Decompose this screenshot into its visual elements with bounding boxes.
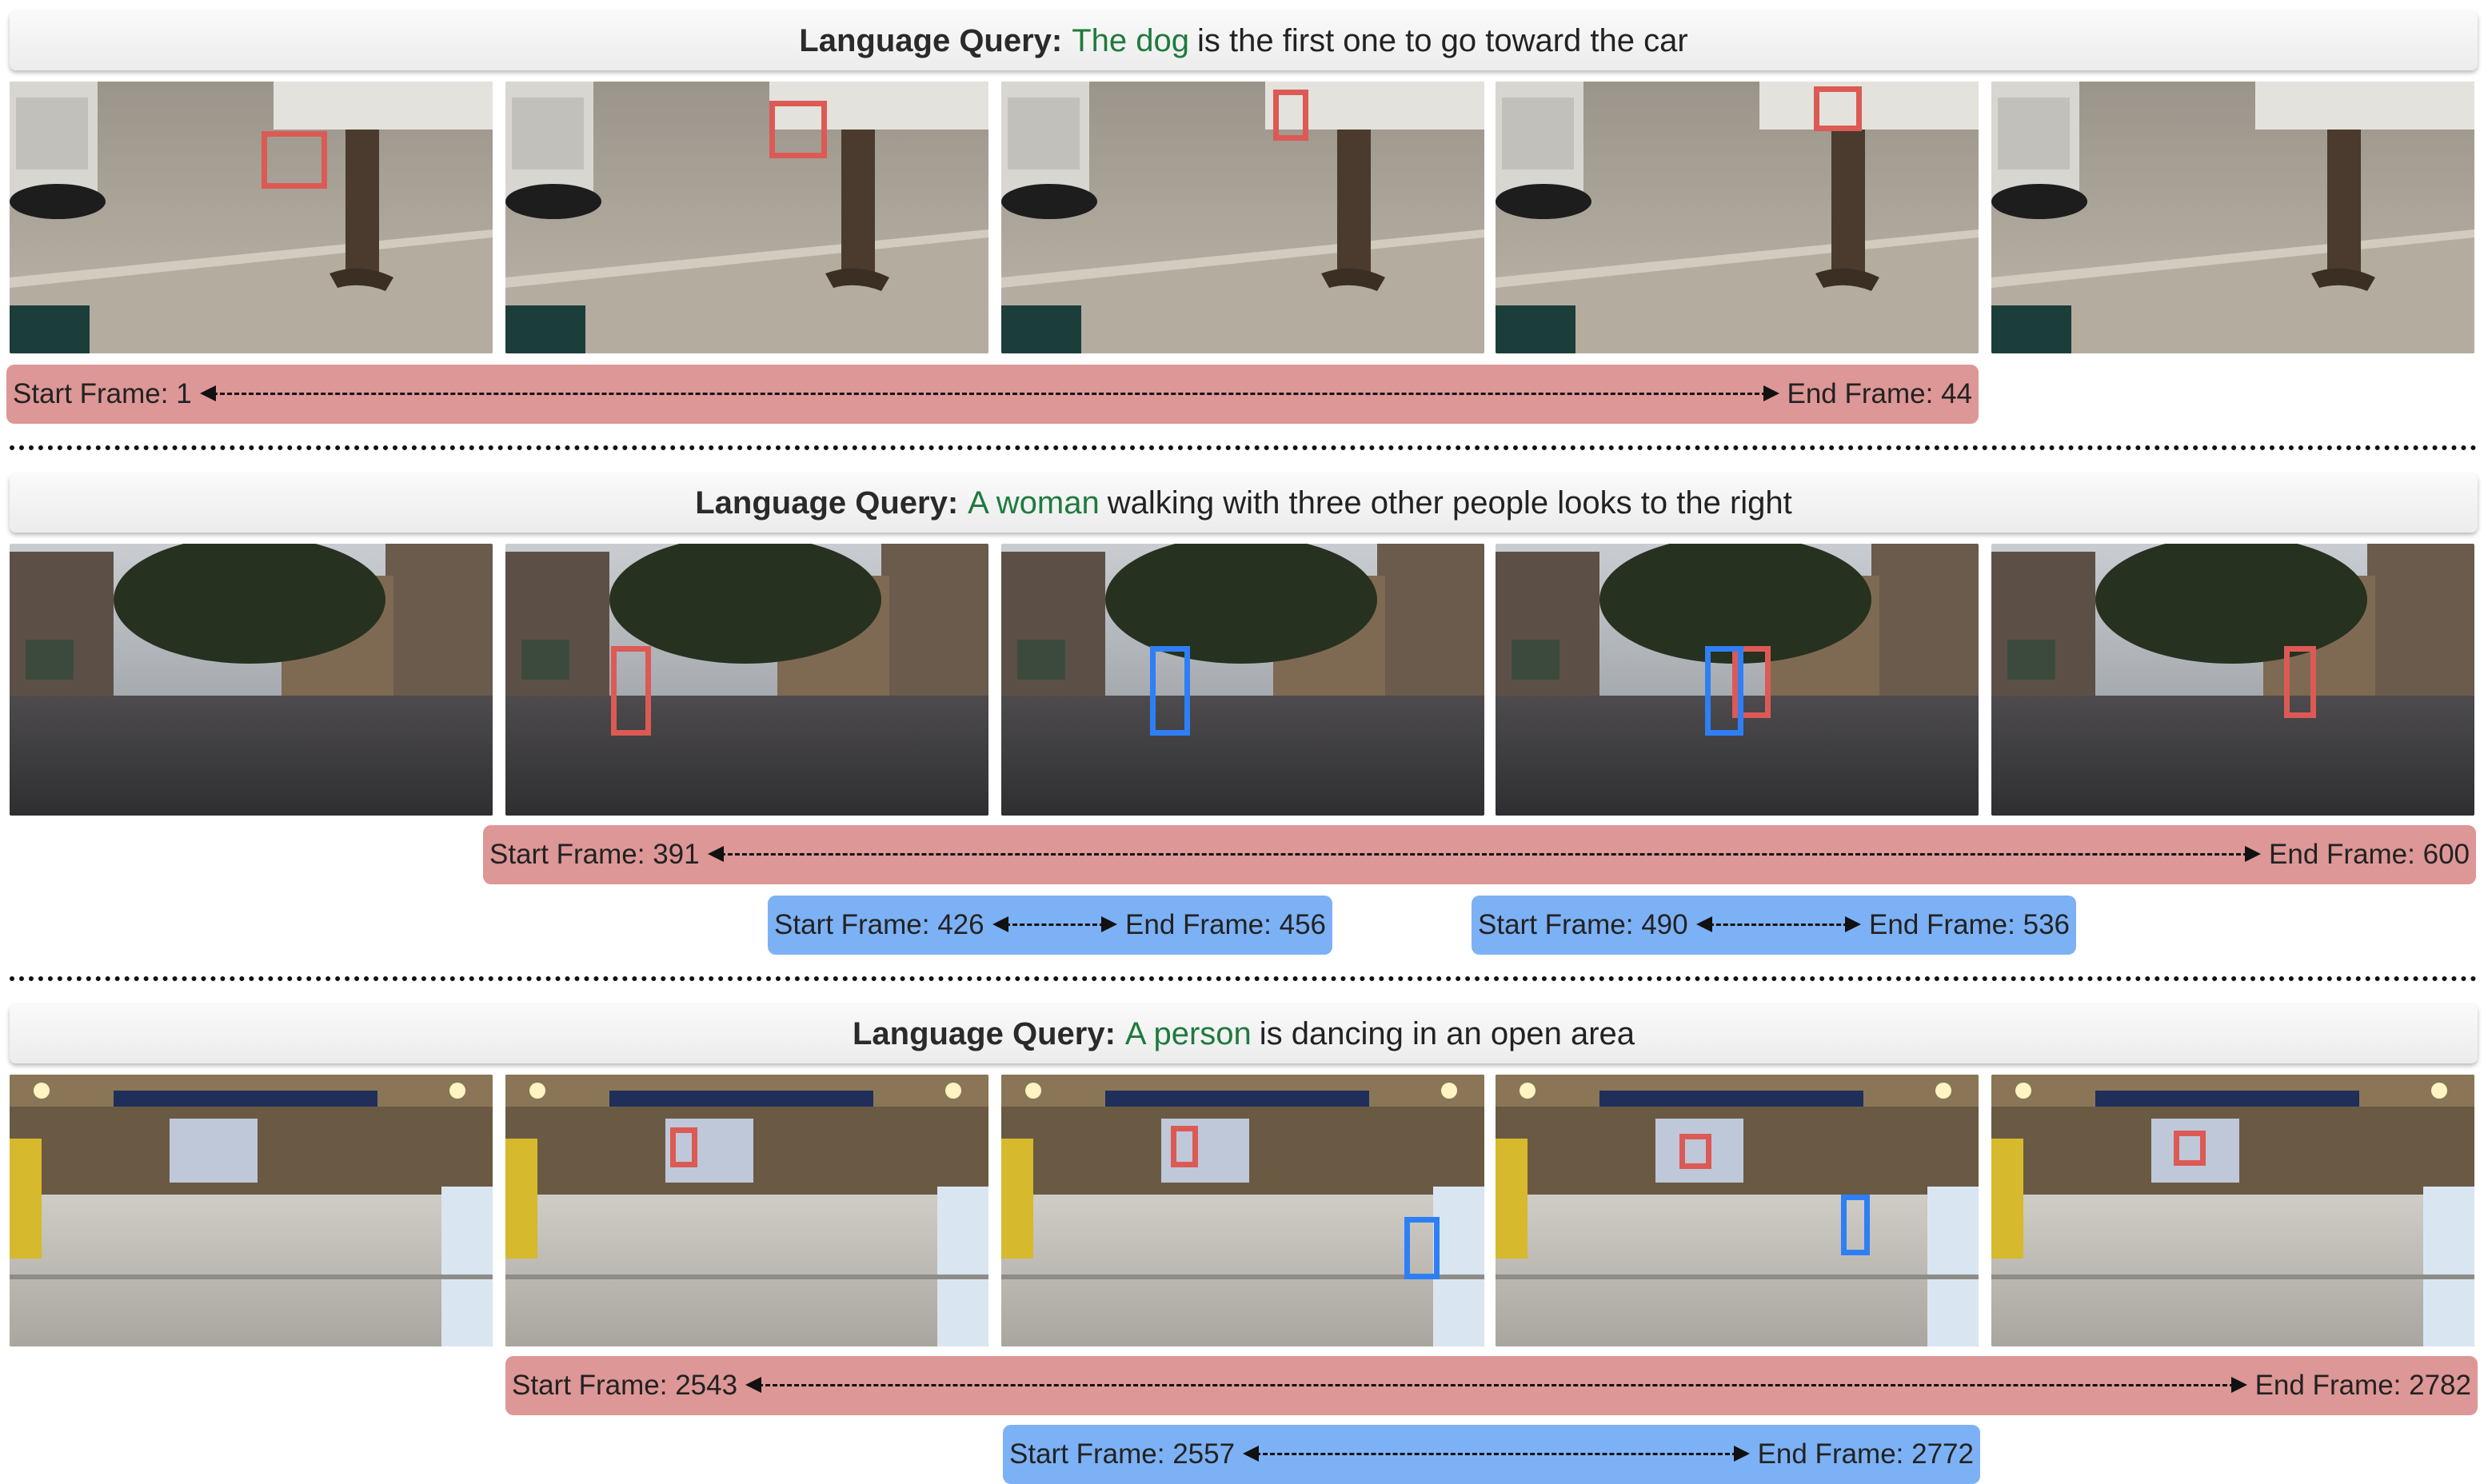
video-frame (10, 82, 493, 353)
video-frame (505, 1075, 988, 1346)
video-frame (1001, 82, 1484, 353)
target-box (1679, 1134, 1711, 1169)
video-frame (1991, 82, 2474, 353)
span-end: End Frame: 600 (2269, 839, 2470, 870)
prediction-span: Start Frame: 2557 End Frame: 2772 (1003, 1425, 1980, 1484)
video-frame (10, 544, 493, 816)
query-bar-3: Language Query: A person is dancing in a… (10, 1004, 2478, 1063)
target-box (670, 1127, 697, 1167)
target-box (1841, 1195, 1870, 1255)
target-box (611, 646, 651, 736)
target-box (2174, 1131, 2206, 1166)
query-text: walking with three other people looks to… (1107, 485, 1792, 521)
query-subject: A person (1124, 1015, 1252, 1051)
span-start: Start Frame: 2557 (1009, 1438, 1236, 1470)
ground-truth-span: Start Frame: 1 End Frame: 44 (6, 365, 1979, 424)
target-box (1150, 646, 1190, 736)
target-box (1732, 646, 1771, 718)
ground-truth-span: Start Frame: 2543 End Frame: 2782 (505, 1356, 2478, 1415)
video-frame (1496, 544, 1979, 816)
target-box (1814, 86, 1862, 131)
prediction-span: Start Frame: 426 End Frame: 456 (768, 896, 1332, 955)
video-frame (1991, 544, 2474, 816)
span-end: End Frame: 44 (1787, 378, 1973, 409)
target-box (1404, 1217, 1440, 1279)
query-text: is the first one to go toward the car (1197, 22, 1688, 58)
span-start: Start Frame: 490 (1478, 909, 1688, 940)
query-text: is dancing in an open area (1259, 1015, 1635, 1051)
query-bar-1: Language Query: The dog is the first one… (10, 11, 2478, 70)
double-arrow-icon (1695, 916, 1862, 932)
target-box (1171, 1126, 1198, 1167)
target-box (1273, 90, 1308, 141)
video-frame (1001, 1075, 1484, 1346)
target-box (262, 131, 327, 189)
video-frame (505, 82, 988, 353)
span-end: End Frame: 2772 (1757, 1438, 1974, 1470)
query-label: Language Query: (695, 485, 959, 521)
query-label: Language Query: (852, 1015, 1116, 1051)
span-end: End Frame: 536 (1869, 909, 2070, 940)
video-frame (1991, 1075, 2474, 1346)
span-start: Start Frame: 1 (13, 378, 192, 409)
query-subject: The dog (1072, 22, 1190, 58)
target-box (769, 101, 827, 158)
span-start: Start Frame: 426 (774, 909, 984, 940)
video-frame (505, 544, 988, 816)
span-end: End Frame: 2782 (2254, 1370, 2471, 1401)
span-start: Start Frame: 391 (489, 839, 700, 870)
target-box (2284, 646, 2316, 718)
span-start: Start Frame: 2543 (512, 1370, 738, 1401)
double-arrow-icon (745, 1377, 2247, 1393)
double-arrow-icon (1243, 1446, 1750, 1462)
double-arrow-icon (199, 385, 1779, 401)
target-box (1705, 646, 1743, 736)
query-subject: A woman (968, 485, 1100, 521)
double-arrow-icon (992, 916, 1118, 932)
video-frame (1496, 1075, 1979, 1346)
video-frame (1496, 82, 1979, 353)
query-bar-2: Language Query: A woman walking with thr… (10, 473, 2478, 533)
query-label: Language Query: (799, 22, 1063, 58)
ground-truth-span: Start Frame: 391 End Frame: 600 (483, 825, 2476, 884)
video-frame (10, 1075, 493, 1346)
divider (10, 445, 2478, 450)
double-arrow-icon (707, 846, 2262, 862)
video-frame (1001, 544, 1484, 816)
divider (10, 976, 2478, 981)
prediction-span: Start Frame: 490 End Frame: 536 (1472, 896, 2076, 955)
span-end: End Frame: 456 (1125, 909, 1326, 940)
